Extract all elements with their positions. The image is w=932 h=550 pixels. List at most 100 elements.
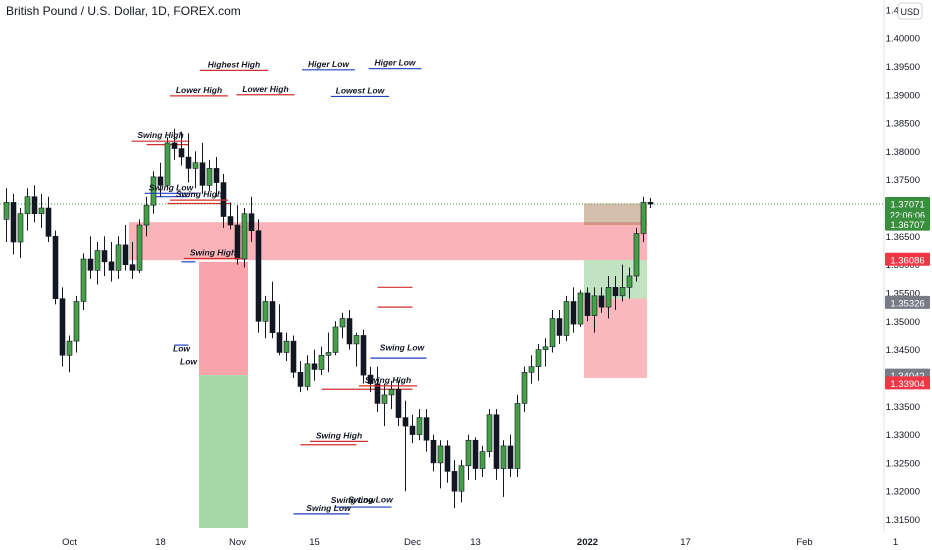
candle-body <box>227 216 234 226</box>
candle <box>255 219 262 333</box>
candle-body <box>507 445 514 469</box>
candle-body <box>297 371 304 387</box>
candle-body <box>528 366 535 373</box>
candle-body <box>241 213 248 260</box>
price-label-text: 1.36707 <box>890 220 924 231</box>
candle-body <box>269 301 276 333</box>
candle-body <box>556 318 563 336</box>
candle-body <box>150 176 157 206</box>
price-label-text: 1.35326 <box>890 298 924 309</box>
candle-body <box>640 202 647 234</box>
candle-body <box>381 394 388 404</box>
time-tick: 18 <box>155 537 166 548</box>
candle-body <box>276 332 283 353</box>
candle <box>339 312 346 339</box>
candle <box>318 346 325 376</box>
candle-body <box>577 292 584 325</box>
long-risk-zone <box>584 203 647 226</box>
candle <box>150 171 157 214</box>
annotation-label: Swing Low <box>306 503 352 513</box>
candle <box>626 267 633 299</box>
price-tick: 1.33000 <box>886 430 920 441</box>
candle-body <box>164 142 171 186</box>
candle <box>640 196 647 243</box>
candle-body <box>521 371 528 404</box>
candle <box>360 329 367 384</box>
candle-body <box>374 383 381 404</box>
candle <box>346 309 353 350</box>
candle <box>325 332 332 373</box>
candle-body <box>493 414 500 469</box>
candle <box>206 159 213 192</box>
price-label: 1.36086 <box>885 252 930 266</box>
candle <box>409 414 416 444</box>
time-tick: Nov <box>229 537 246 548</box>
candle <box>283 332 290 361</box>
candle <box>304 355 311 391</box>
candle <box>486 409 493 458</box>
annotation-label: Higer Low <box>308 59 350 69</box>
candle-body <box>430 439 437 464</box>
price-label-countdown: 22:06:06 <box>890 211 925 221</box>
candle-body <box>388 388 395 396</box>
price-label: 1.33904 <box>885 376 930 390</box>
candle-body <box>178 148 185 158</box>
candle <box>87 236 94 279</box>
candle-body <box>563 301 570 336</box>
candle-body <box>458 465 465 492</box>
candles-layer[interactable] <box>3 128 654 509</box>
candle <box>101 236 108 276</box>
candle-body <box>444 445 451 472</box>
annotation-label: Swing High <box>137 130 183 140</box>
supply-zone <box>129 222 647 261</box>
candle <box>73 295 80 353</box>
annotation-label: Higer Low <box>374 58 416 68</box>
candle-body <box>213 168 220 183</box>
price-label-text: 1.33904 <box>890 379 924 390</box>
candle-body <box>38 207 45 214</box>
candle-body <box>3 202 10 220</box>
candle <box>444 440 451 483</box>
candle <box>199 142 206 194</box>
candle <box>647 197 654 209</box>
annotation-label: Lowest Low <box>336 85 386 95</box>
candle <box>171 128 178 160</box>
candle <box>31 185 38 223</box>
candle-body <box>94 250 101 271</box>
candle <box>437 440 444 489</box>
candle <box>192 151 199 189</box>
candle <box>276 304 283 356</box>
time-tick: 15 <box>309 537 320 548</box>
candle <box>458 460 465 503</box>
currency-badge[interactable]: USD <box>897 2 923 20</box>
candle-body <box>339 318 346 328</box>
candle-body <box>311 363 318 370</box>
candle <box>17 208 24 258</box>
candle <box>612 275 619 310</box>
candle-body <box>248 213 255 231</box>
price-tick: 1.31500 <box>886 515 920 526</box>
time-tick: Oct <box>62 537 77 548</box>
price-tick: 1.35500 <box>886 288 920 299</box>
price-tick: 1.34500 <box>886 345 920 356</box>
candle-body <box>283 340 290 353</box>
annotation-label: Swing High <box>176 189 222 199</box>
candle <box>332 321 339 356</box>
annotation-label: Swing Low <box>149 182 195 192</box>
candle <box>479 445 486 478</box>
candle <box>507 434 514 478</box>
price-tick: 1.36500 <box>886 232 920 243</box>
candle <box>591 287 598 333</box>
chart-title: British Pound / U.S. Dollar, 1D, FOREX.c… <box>6 4 241 18</box>
candle-body <box>136 224 143 271</box>
candle-body <box>143 204 150 226</box>
annotation-label: Swing High <box>316 430 362 440</box>
candle-body <box>633 233 640 277</box>
candle <box>514 394 521 478</box>
time-axis[interactable]: Oct 18 Nov 15 Dec 13 2022 17 Feb 1 <box>62 537 898 548</box>
candle-body <box>479 451 486 469</box>
candle <box>374 366 381 412</box>
